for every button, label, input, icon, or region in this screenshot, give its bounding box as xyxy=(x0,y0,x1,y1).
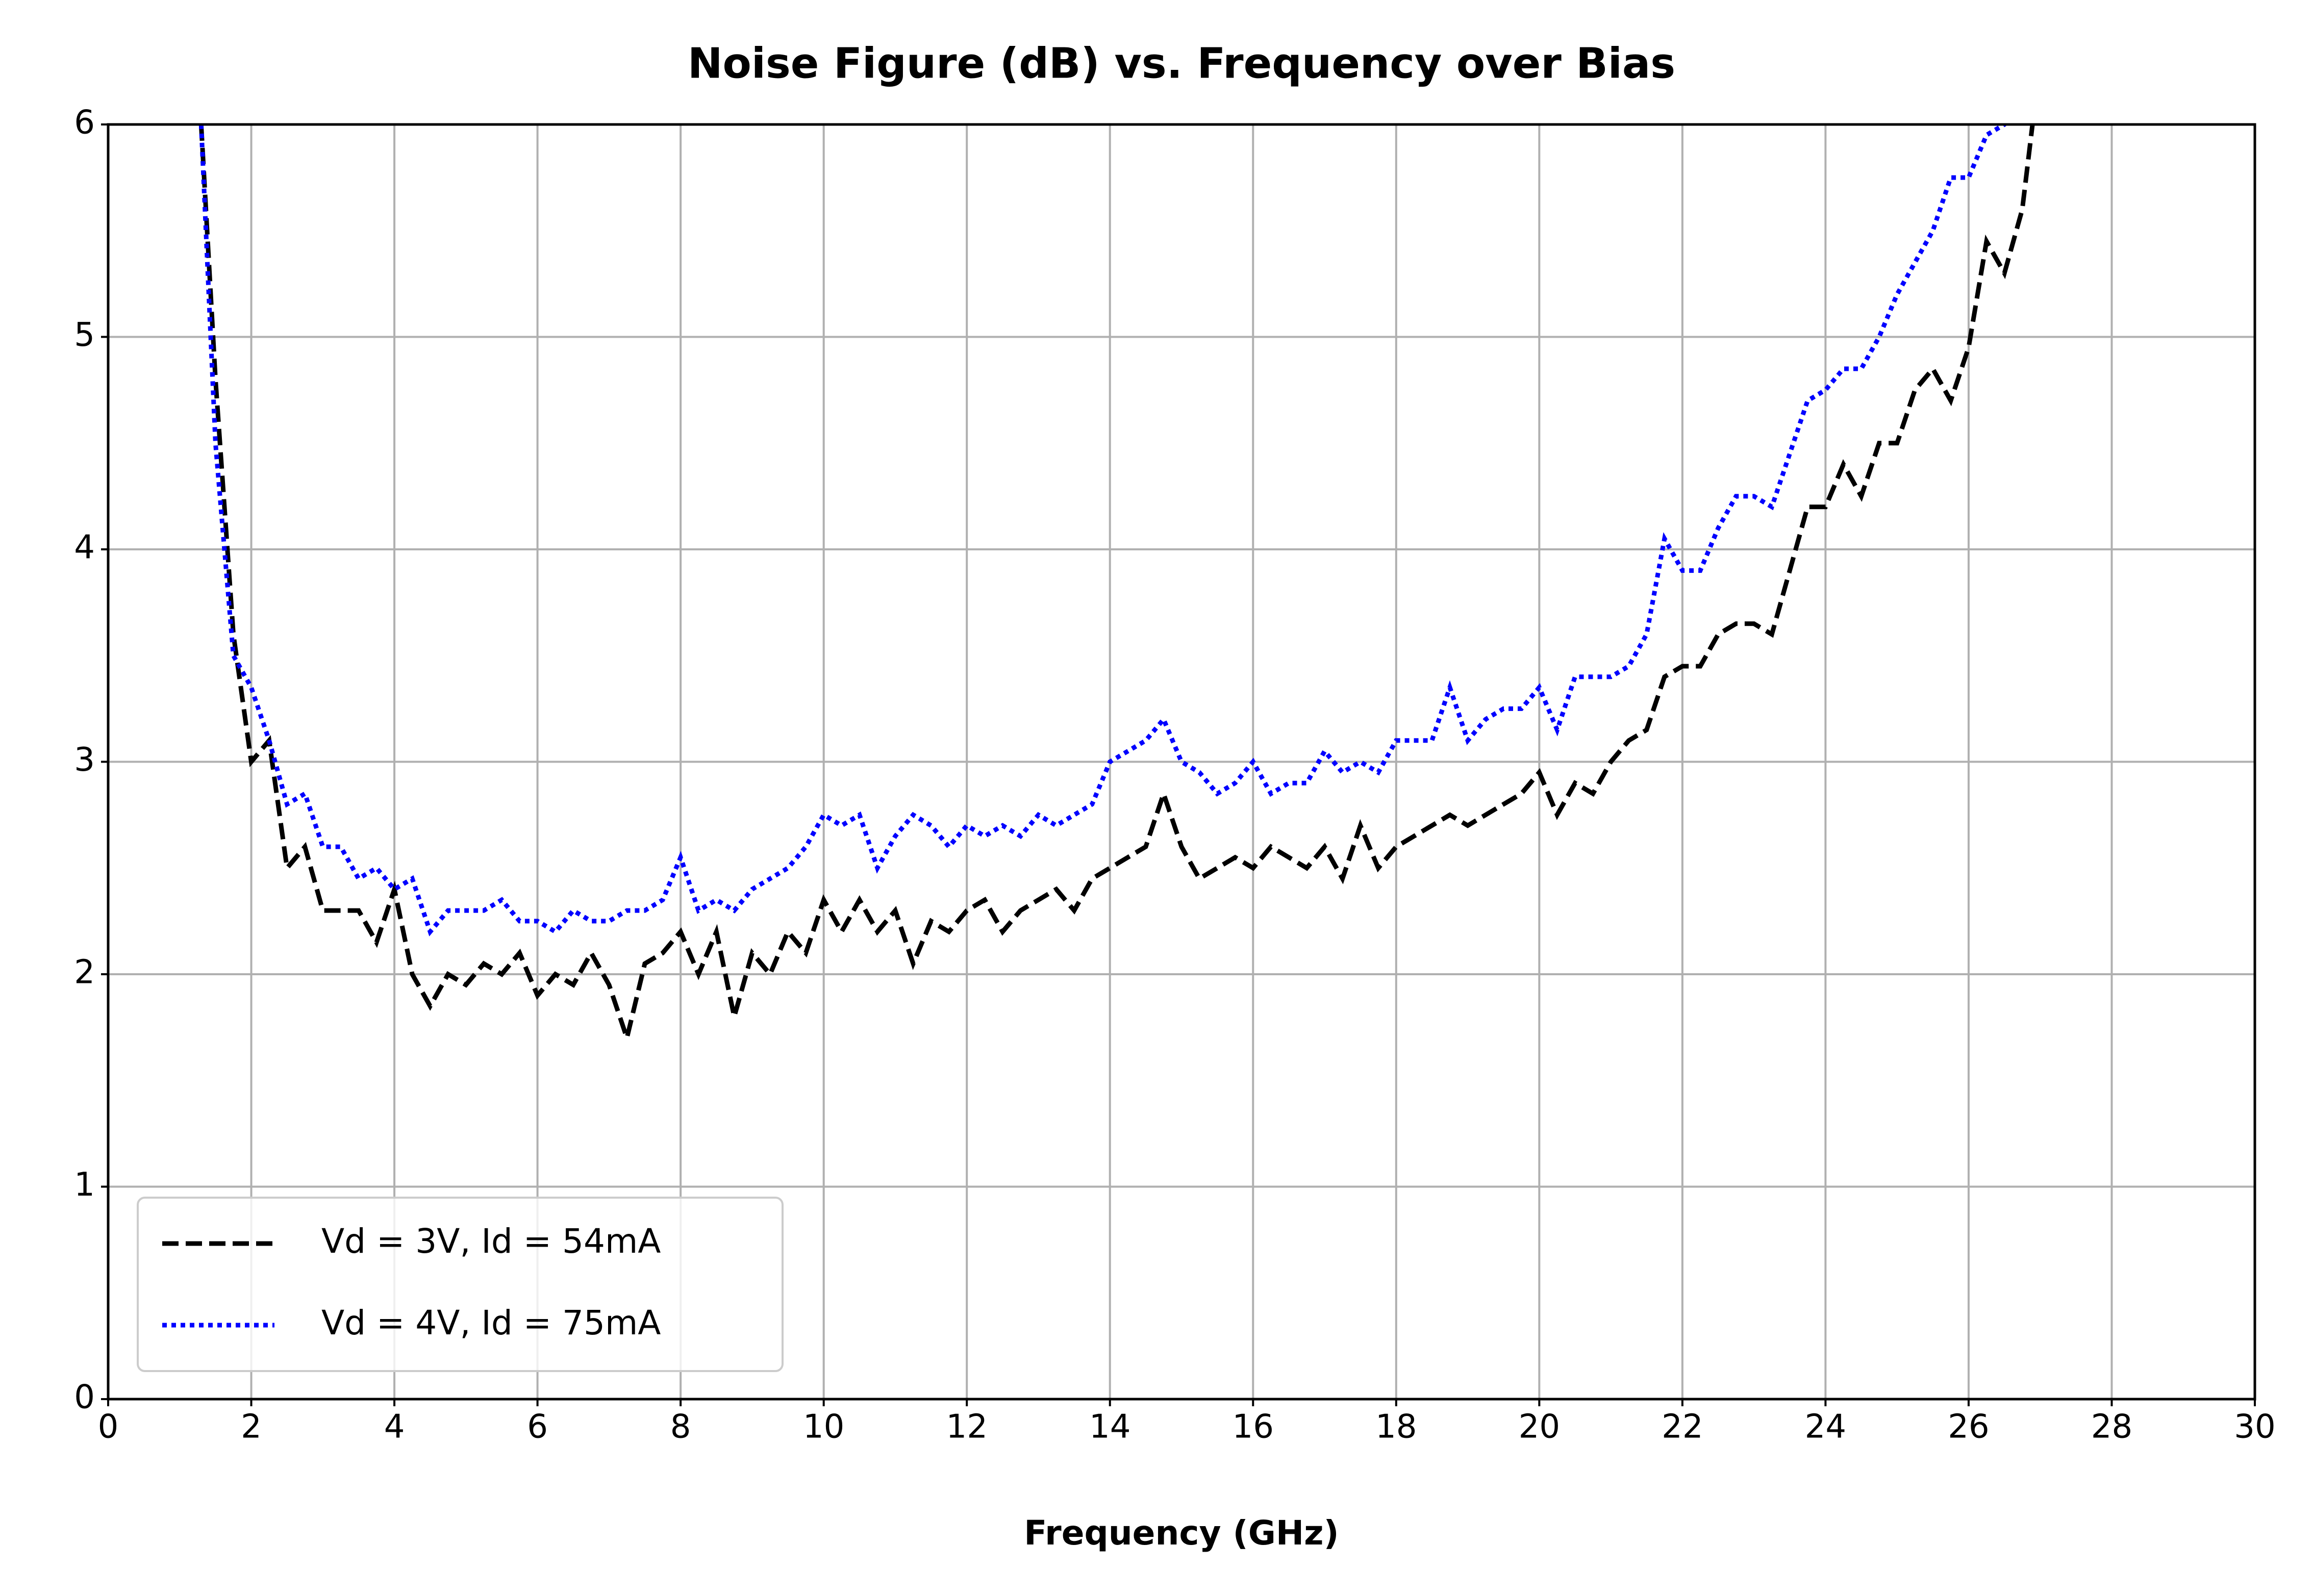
y-tick-label: 2 xyxy=(74,954,95,992)
data-line xyxy=(198,124,2035,1047)
x-tick-label: 12 xyxy=(946,1408,987,1446)
data-line xyxy=(198,124,2007,936)
y-tick-label: 6 xyxy=(74,104,95,142)
x-tick-label: 24 xyxy=(1805,1408,1846,1446)
x-tick-label: 20 xyxy=(1519,1408,1560,1446)
plot-frame xyxy=(107,123,2256,1401)
x-tick-label: 10 xyxy=(803,1408,844,1446)
x-tick-label: 18 xyxy=(1375,1408,1417,1446)
x-tick-label: 6 xyxy=(527,1408,548,1446)
x-tick-label: 4 xyxy=(384,1408,405,1446)
x-tick-label: 0 xyxy=(98,1408,119,1446)
x-tick-label: 2 xyxy=(241,1408,262,1446)
legend-label: Vd = 3V, Id = 54mA xyxy=(321,1222,661,1261)
y-tick-label: 5 xyxy=(74,316,95,354)
x-tick-label: 26 xyxy=(1948,1408,1989,1446)
legend-label: Vd = 4V, Id = 75mA xyxy=(321,1303,661,1342)
x-axis-label: Frequency (GHz) xyxy=(1024,1513,1339,1553)
x-tick-label: 30 xyxy=(2234,1408,2275,1446)
y-tick-label: 4 xyxy=(74,529,95,567)
x-tick-label: 16 xyxy=(1233,1408,1274,1446)
y-tick-label: 3 xyxy=(74,741,95,779)
x-tick-label: 14 xyxy=(1089,1408,1130,1446)
x-tick-label: 28 xyxy=(2091,1408,2132,1446)
x-tick-label: 8 xyxy=(670,1408,691,1446)
x-tick-label: 22 xyxy=(1662,1408,1703,1446)
y-tick-label: 1 xyxy=(74,1166,95,1204)
chart-title: Noise Figure (dB) vs. Frequency over Bia… xyxy=(688,39,1675,88)
legend-box xyxy=(137,1197,784,1372)
y-tick-label: 0 xyxy=(74,1379,95,1416)
